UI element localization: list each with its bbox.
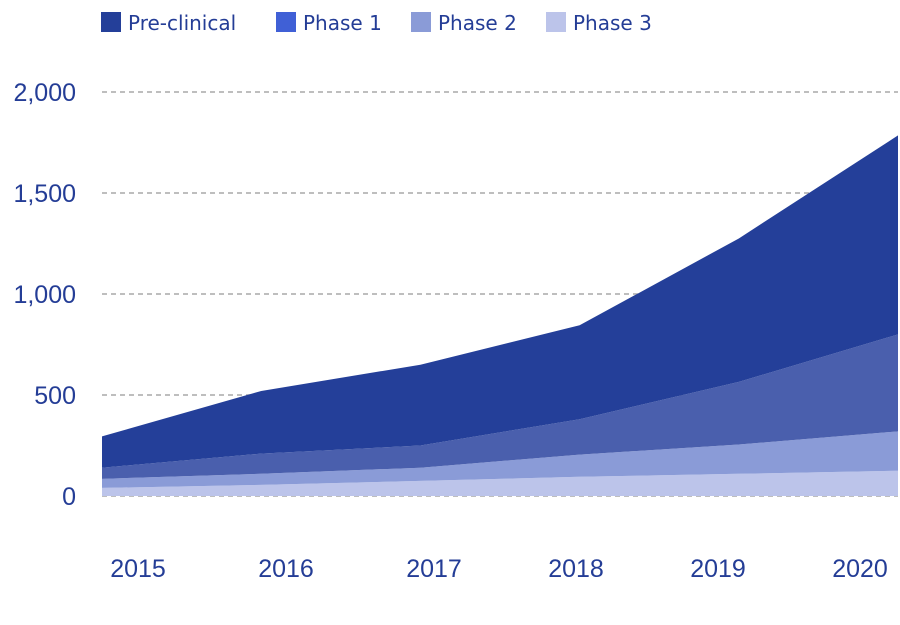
y-axis-ticks: 0 500 1,000 1,500 2,000 — [13, 79, 76, 511]
x-tick-label: 2015 — [110, 555, 166, 583]
x-axis-ticks: 2015 2016 2017 2018 2019 2020 — [110, 555, 888, 583]
legend: Pre-clinical Phase 1 Phase 2 Phase 3 — [101, 11, 652, 35]
x-tick-label: 2019 — [690, 555, 746, 583]
y-tick-label: 0 — [62, 483, 76, 511]
legend-swatch — [411, 12, 431, 32]
legend-label: Phase 2 — [438, 11, 517, 35]
area-phase-3 — [102, 470, 898, 496]
y-tick-label: 500 — [34, 382, 76, 410]
y-tick-label: 2,000 — [13, 79, 76, 107]
legend-item-pre-clinical: Pre-clinical — [101, 11, 236, 35]
area-pre-clinical — [102, 135, 898, 468]
legend-swatch — [101, 12, 121, 32]
x-tick-label: 2016 — [258, 555, 314, 583]
y-tick-label: 1,000 — [13, 281, 76, 309]
area-phase-1 — [102, 334, 898, 479]
x-tick-label: 2017 — [406, 555, 462, 583]
x-tick-label: 2020 — [832, 555, 888, 583]
x-tick-label: 2018 — [548, 555, 604, 583]
legend-label: Phase 1 — [303, 11, 382, 35]
area-phase-2 — [102, 431, 898, 488]
legend-label: Phase 3 — [573, 11, 652, 35]
legend-item-phase-2: Phase 2 — [411, 11, 517, 35]
area-series — [102, 135, 898, 496]
legend-swatch — [546, 12, 566, 32]
legend-swatch — [276, 12, 296, 32]
legend-item-phase-1: Phase 1 — [276, 11, 382, 35]
y-tick-label: 1,500 — [13, 180, 76, 208]
legend-label: Pre-clinical — [128, 11, 236, 35]
legend-item-phase-3: Phase 3 — [546, 11, 652, 35]
